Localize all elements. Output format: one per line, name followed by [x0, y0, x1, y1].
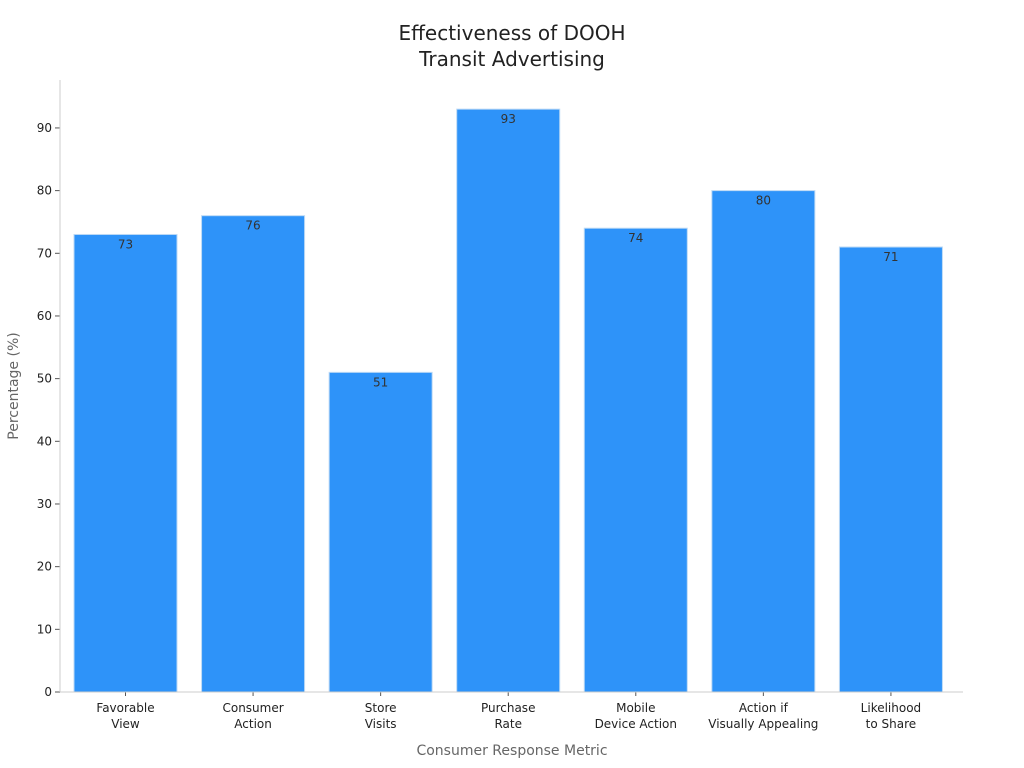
x-tick-label: Device Action — [595, 717, 677, 731]
x-tick-label: View — [111, 717, 140, 731]
x-tick-label: Likelihood — [861, 701, 922, 715]
x-axis-ticks: Favorable View Consumer Action Store Visits Pu… — [96, 692, 921, 731]
y-tick-label: 0 — [44, 685, 52, 699]
x-tick-label: Consumer — [222, 701, 283, 715]
x-tick-label: Favorable — [96, 701, 154, 715]
y-tick-label: 40 — [37, 434, 52, 448]
x-tick-label: Action — [234, 717, 272, 731]
bar-value-label: 76 — [245, 219, 260, 233]
x-tick-label: Visually Appealing — [708, 717, 818, 731]
x-tick-label: Purchase — [481, 701, 536, 715]
y-axis-label: Percentage (%) — [6, 332, 22, 439]
bar — [201, 215, 306, 693]
x-tick-label: Store — [365, 701, 397, 715]
x-tick-label: to Share — [866, 717, 917, 731]
bar-value-label: 93 — [501, 112, 516, 126]
y-tick-label: 20 — [37, 560, 52, 574]
x-tick-label: Action if — [739, 701, 789, 715]
y-tick-label: 90 — [37, 121, 52, 135]
bar — [583, 227, 688, 693]
y-tick-label: 10 — [37, 622, 52, 636]
y-tick-label: 70 — [37, 246, 52, 260]
x-tick-label: Mobile — [616, 701, 655, 715]
bar — [838, 246, 943, 693]
bar — [456, 108, 561, 693]
bar-value-label: 51 — [373, 375, 388, 389]
bar-value-label: 71 — [883, 250, 898, 264]
x-axis-label: Consumer Response Metric — [416, 743, 607, 759]
chart-title-line-2: Transit Advertising — [418, 47, 605, 71]
bar-value-label: 80 — [756, 194, 771, 208]
bar-value-label: 74 — [628, 231, 643, 245]
axes — [59, 80, 963, 693]
bar-value-label: 73 — [118, 237, 133, 251]
chart-title-line-1: Effectiveness of DOOH — [399, 21, 626, 45]
y-axis-ticks: 0 10 20 30 40 50 60 70 80 90 — [37, 121, 60, 699]
bar — [73, 233, 178, 693]
x-tick-label: Visits — [365, 717, 397, 731]
bar-series: 73 76 51 93 74 80 71 — [73, 108, 943, 693]
y-tick-label: 30 — [37, 497, 52, 511]
y-tick-label: 80 — [37, 184, 52, 198]
x-tick-label: Rate — [494, 717, 522, 731]
bar — [711, 190, 816, 693]
bar — [328, 371, 433, 693]
y-tick-label: 50 — [37, 372, 52, 386]
y-tick-label: 60 — [37, 309, 52, 323]
